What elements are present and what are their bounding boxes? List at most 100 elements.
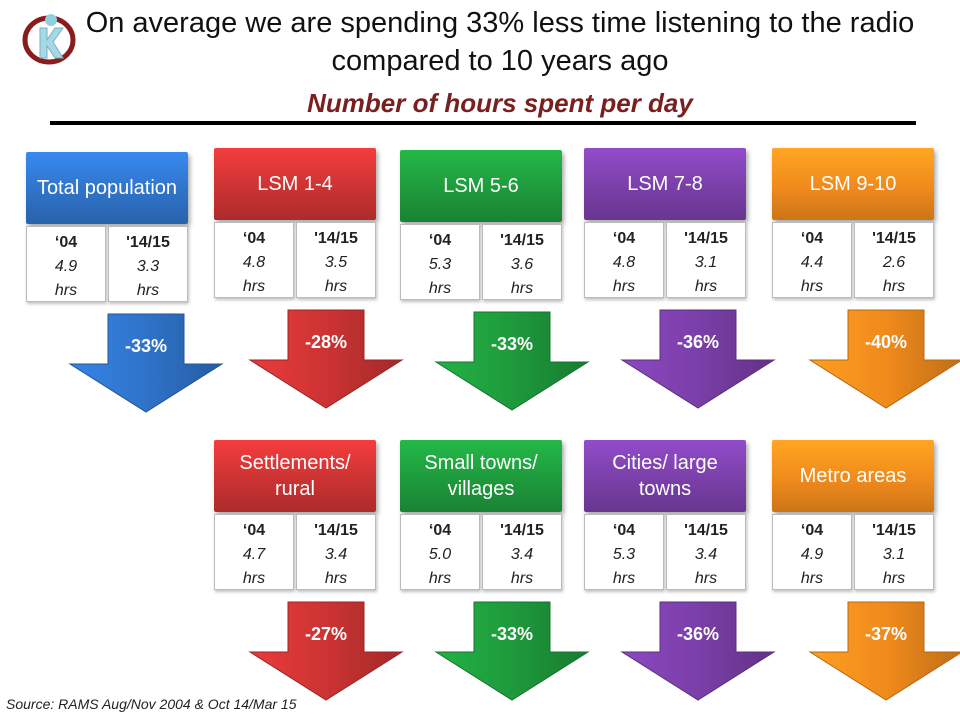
down-arrow-icon: -33% [66, 312, 226, 414]
brand-logo [22, 14, 76, 65]
value-2014-15-cell: '14/15 3.1 hrs [854, 514, 934, 590]
year-label: '14/15 [684, 522, 728, 539]
hours-value: 3.5 [324, 254, 348, 271]
value-2004-cell: ‘04 5.0 hrs [400, 514, 480, 590]
year-label: ‘04 [428, 522, 452, 539]
unit-label: hrs [242, 278, 266, 295]
value-2004-cell: ‘04 4.8 hrs [584, 222, 664, 298]
down-arrow-icon: -36% [618, 308, 778, 410]
unit-label: hrs [136, 282, 160, 299]
segment-label: Cities/ large towns [584, 440, 746, 512]
year-label: '14/15 [314, 230, 358, 247]
segment-label: LSM 5-6 [400, 150, 562, 222]
value-2004-cell: ‘04 4.9 hrs [772, 514, 852, 590]
unit-label: hrs [612, 570, 636, 587]
hours-value: 5.3 [612, 546, 636, 563]
year-label: '14/15 [872, 522, 916, 539]
unit-label: hrs [510, 570, 534, 587]
unit-label: hrs [242, 570, 266, 587]
hours-value: 3.6 [510, 256, 534, 273]
segment-label: Settlements/ rural [214, 440, 376, 512]
year-label: '14/15 [500, 232, 544, 249]
value-2014-15-cell: '14/15 3.4 hrs [296, 514, 376, 590]
unit-label: hrs [800, 570, 824, 587]
segment-card: Metro areas ‘04 4.9 hrs '14/15 3.1 hrs [772, 440, 934, 590]
down-arrow-icon: -33% [432, 310, 592, 412]
segment-label: Metro areas [772, 440, 934, 512]
hours-value: 5.3 [428, 256, 452, 273]
year-label: '14/15 [126, 234, 170, 251]
year-label: '14/15 [314, 522, 358, 539]
year-label: ‘04 [612, 230, 636, 247]
title-divider [50, 121, 916, 125]
percent-change: -36% [676, 332, 720, 352]
segment-label: LSM 1-4 [214, 148, 376, 220]
hours-value: 4.8 [242, 254, 266, 271]
year-label: ‘04 [800, 522, 824, 539]
unit-label: hrs [694, 278, 718, 295]
unit-label: hrs [324, 570, 348, 587]
source-note: Source: RAMS Aug/Nov 2004 & Oct 14/Mar 1… [6, 696, 297, 712]
segment-label: LSM 7-8 [584, 148, 746, 220]
value-2004-cell: ‘04 5.3 hrs [400, 224, 480, 300]
down-arrow-icon: -37% [806, 600, 960, 702]
value-2004-cell: ‘04 4.7 hrs [214, 514, 294, 590]
unit-label: hrs [324, 278, 348, 295]
unit-label: hrs [800, 278, 824, 295]
hours-value: 4.4 [800, 254, 824, 271]
percent-change: -28% [304, 332, 348, 352]
year-label: ‘04 [800, 230, 824, 247]
hours-value: 4.9 [54, 258, 78, 275]
unit-label: hrs [882, 570, 906, 587]
year-label: ‘04 [428, 232, 452, 249]
year-label: ‘04 [54, 234, 78, 251]
chart-subtitle: Number of hours spent per day [307, 88, 693, 118]
unit-label: hrs [882, 278, 906, 295]
hours-value: 3.3 [136, 258, 160, 275]
value-2014-15-cell: '14/15 3.5 hrs [296, 222, 376, 298]
year-label: '14/15 [684, 230, 728, 247]
hours-value: 3.1 [694, 254, 718, 271]
segment-card: LSM 1-4 ‘04 4.8 hrs '14/15 3.5 hrs [214, 148, 376, 298]
down-arrow-icon: -40% [806, 308, 960, 410]
hours-value: 4.9 [800, 546, 824, 563]
segment-label: Total population [26, 152, 188, 224]
value-2004-cell: ‘04 4.9 hrs [26, 226, 106, 302]
page-title: On average we are spending 33% less time… [85, 7, 915, 77]
value-2014-15-cell: '14/15 2.6 hrs [854, 222, 934, 298]
hours-value: 4.8 [612, 254, 636, 271]
value-2014-15-cell: '14/15 3.6 hrs [482, 224, 562, 300]
down-arrow-icon: -33% [432, 600, 592, 702]
segment-card: LSM 9-10 ‘04 4.4 hrs '14/15 2.6 hrs [772, 148, 934, 298]
year-label: '14/15 [500, 522, 544, 539]
percent-change: -37% [864, 624, 908, 644]
hours-value: 3.4 [510, 546, 534, 563]
down-arrow-icon: -27% [246, 600, 406, 702]
segment-card: Total population ‘04 4.9 hrs '14/15 3.3 hrs [26, 152, 188, 302]
hours-value: 2.6 [882, 254, 906, 271]
hours-value: 5.0 [428, 546, 452, 563]
percent-change: -40% [864, 332, 908, 352]
value-2014-15-cell: '14/15 3.4 hrs [666, 514, 746, 590]
value-2014-15-cell: '14/15 3.1 hrs [666, 222, 746, 298]
unit-label: hrs [694, 570, 718, 587]
segment-card: LSM 5-6 ‘04 5.3 hrs '14/15 3.6 hrs [400, 150, 562, 300]
hours-value: 3.4 [694, 546, 718, 563]
percent-change: -33% [124, 336, 168, 356]
segment-card: Settlements/ rural ‘04 4.7 hrs '14/15 3.4 hrs [214, 440, 376, 590]
segment-card: Small towns/ villages ‘04 5.0 hrs '14/15 3.4 h… [400, 440, 562, 590]
hours-value: 3.1 [882, 546, 906, 563]
percent-change: -33% [490, 334, 534, 354]
year-label: ‘04 [612, 522, 636, 539]
unit-label: hrs [428, 570, 452, 587]
hours-value: 3.4 [324, 546, 348, 563]
value-2004-cell: ‘04 4.8 hrs [214, 222, 294, 298]
value-2014-15-cell: '14/15 3.3 hrs [108, 226, 188, 302]
hours-value: 4.7 [242, 546, 266, 563]
value-2004-cell: ‘04 4.4 hrs [772, 222, 852, 298]
value-2004-cell: ‘04 5.3 hrs [584, 514, 664, 590]
down-arrow-icon: -28% [246, 308, 406, 410]
year-label: ‘04 [242, 522, 266, 539]
percent-change: -27% [304, 624, 348, 644]
year-label: ‘04 [242, 230, 266, 247]
